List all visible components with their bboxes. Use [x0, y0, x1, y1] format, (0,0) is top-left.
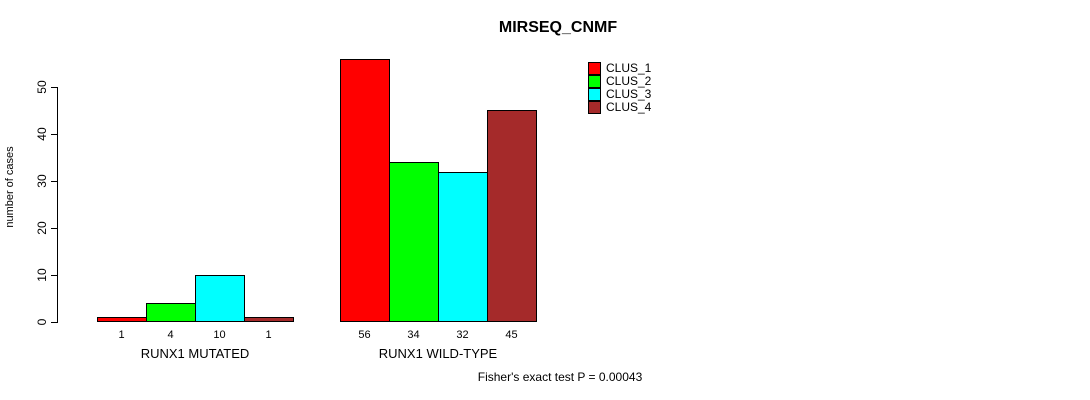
bar-clus_4-1 [244, 317, 294, 322]
y-tick-label: 40 [35, 127, 49, 141]
legend-swatch-clus_4 [588, 101, 601, 114]
legend-swatch-clus_1 [588, 62, 601, 75]
y-tick-label: 30 [35, 174, 49, 188]
y-tick-label: 10 [35, 268, 49, 282]
y-axis-label: number of cases [4, 146, 16, 228]
chart-title: MIRSEQ_CNMF [498, 19, 618, 36]
bar-value-label: 1 [265, 329, 272, 341]
y-tick [51, 134, 57, 135]
bar-clus_3-2 [438, 172, 488, 322]
bar-value-label: 10 [213, 329, 226, 341]
legend-item: CLUS_1 [588, 62, 651, 75]
legend-label: CLUS_1 [606, 61, 652, 75]
y-tick-label: 50 [35, 80, 49, 94]
legend-label: CLUS_3 [606, 87, 652, 101]
annotation-text: Fisher's exact test P = 0.00043 [477, 370, 643, 384]
legend-label: CLUS_4 [606, 100, 652, 114]
bar-clus_3-1 [195, 275, 245, 322]
group-label: RUNX1 MUTATED [140, 346, 250, 361]
bar-value-label: 1 [118, 329, 125, 341]
y-tick [51, 228, 57, 229]
group-label: RUNX1 WILD-TYPE [378, 346, 498, 361]
bar-value-label: 4 [167, 329, 174, 341]
bar-clus_2-2 [389, 162, 439, 322]
bar-value-label: 34 [407, 329, 420, 341]
y-tick [51, 322, 57, 323]
legend-swatch-clus_3 [588, 88, 601, 101]
legend-item: CLUS_3 [588, 88, 651, 101]
bar-value-label: 32 [456, 329, 469, 341]
bar-clus_1-1 [97, 317, 147, 322]
y-tick-label: 20 [35, 221, 49, 235]
bar-clus_1-2 [340, 59, 390, 322]
y-tick [51, 275, 57, 276]
bar-clus_4-2 [487, 110, 537, 322]
legend-item: CLUS_4 [588, 101, 651, 114]
y-tick [51, 87, 57, 88]
bar-value-label: 45 [505, 329, 518, 341]
y-tick-label: 0 [35, 318, 49, 326]
legend-label: CLUS_2 [606, 74, 652, 88]
bar-clus_2-1 [146, 303, 196, 322]
legend: CLUS_1 CLUS_2 CLUS_3 CLUS_4 [588, 62, 651, 114]
bar-value-label: 56 [358, 329, 371, 341]
y-tick [51, 181, 57, 182]
legend-item: CLUS_2 [588, 75, 651, 88]
legend-swatch-clus_2 [588, 75, 601, 88]
y-axis-line [57, 87, 58, 323]
